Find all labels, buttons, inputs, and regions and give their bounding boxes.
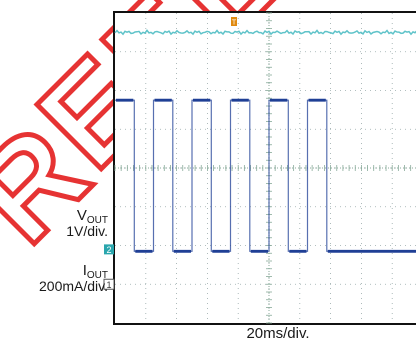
iout-trace-levels — [116, 98, 416, 253]
traces — [114, 29, 416, 253]
trigger-marker-icon — [231, 17, 237, 26]
vout-channel-number: 2 — [106, 245, 111, 255]
vout-channel-marker — [104, 244, 114, 255]
time-scale-label: 20ms/div. — [246, 325, 310, 342]
vout-trace — [114, 29, 416, 36]
channel-markers: T 2 1 — [103, 17, 237, 290]
iout-channel-number: 1 — [106, 280, 111, 290]
trigger-marker-label: T — [232, 20, 237, 27]
vout-scale: 1V/div. — [66, 223, 108, 239]
iout-label: IOUT — [82, 262, 108, 281]
vout-label: VOUT — [76, 207, 108, 226]
iout-trace-edges — [115, 99, 416, 252]
iout-scale: 200mA/div. — [39, 278, 108, 294]
iout-channel-marker — [103, 278, 115, 290]
